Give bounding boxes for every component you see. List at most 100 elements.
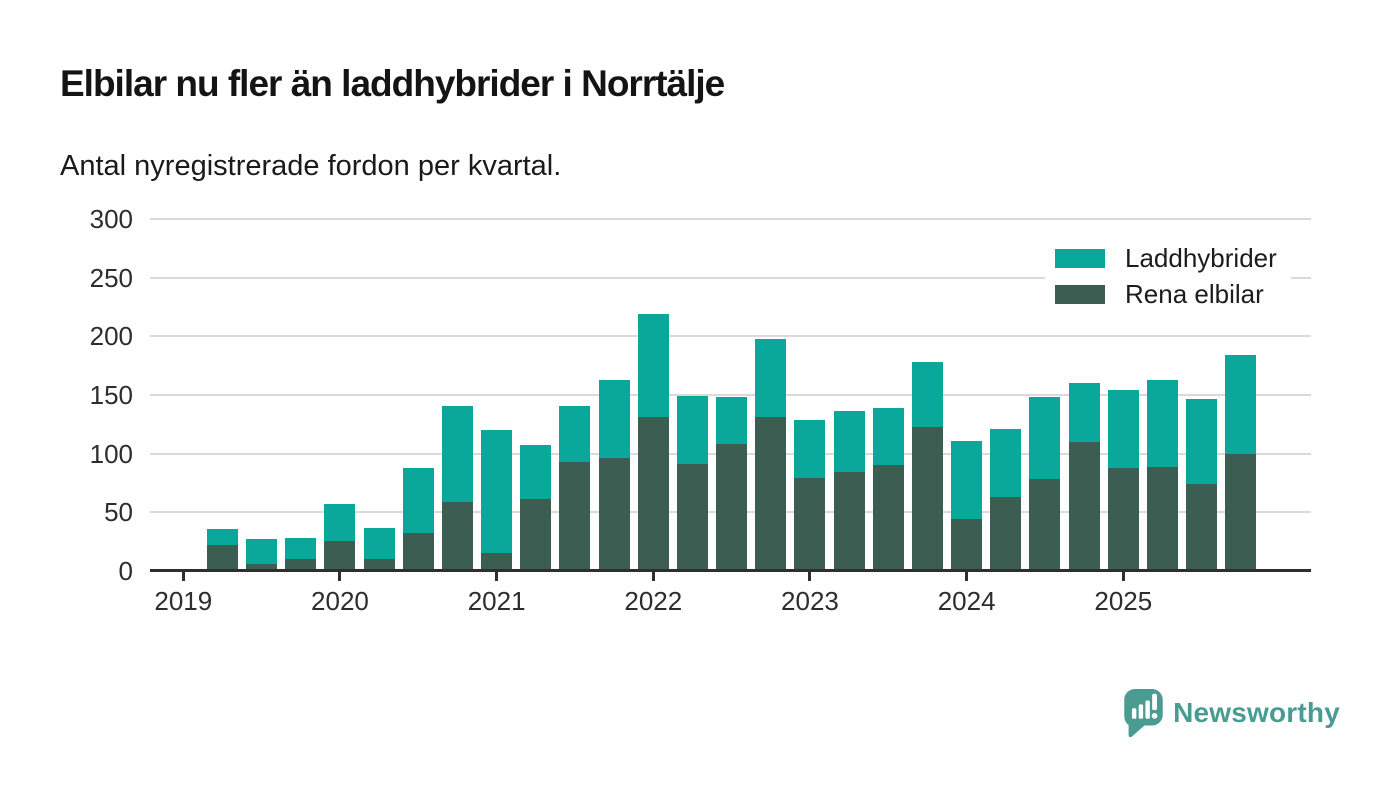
bar-segment-laddhybrider: [911, 362, 943, 427]
bar-2024Q2: [990, 429, 1022, 571]
bar-segment-laddhybrider: [441, 405, 473, 502]
bar-segment-laddhybrider: [520, 445, 552, 500]
chart-title: Elbilar nu fler än laddhybrider i Norrtä…: [60, 63, 725, 104]
bar-segment-rena-elbilar: [1068, 441, 1100, 571]
x-axis-tick: [1121, 572, 1125, 581]
bar-segment-laddhybrider: [324, 504, 356, 541]
bar-segment-rena-elbilar: [951, 519, 983, 571]
x-axis-tick-label: 2019: [154, 586, 213, 616]
x-axis-tick: [808, 572, 812, 581]
bar-segment-laddhybrider: [559, 405, 591, 462]
bar-2019Q3: [246, 539, 278, 571]
y-axis-tick-label: 100: [89, 438, 133, 469]
bar-2025Q1: [1107, 390, 1139, 571]
bar-2019Q2: [206, 528, 238, 571]
bar-2025Q3: [1186, 398, 1218, 571]
x-axis-tick-label: 2024: [937, 586, 996, 616]
bar-2024Q4: [1068, 383, 1100, 571]
bar-2020Q4: [441, 405, 473, 571]
bar-segment-laddhybrider: [833, 411, 865, 473]
bar-segment-rena-elbilar: [285, 559, 317, 571]
y-axis-tick-label: 200: [89, 321, 133, 352]
newsworthy-speech-bubble-chart-icon: [1124, 688, 1163, 738]
bar-segment-laddhybrider: [990, 429, 1022, 498]
bar-segment-rena-elbilar: [598, 458, 630, 571]
bar-segment-rena-elbilar: [637, 417, 669, 571]
x-axis-tick: [338, 572, 342, 581]
bar-segment-laddhybrider: [1029, 397, 1061, 480]
bar-segment-laddhybrider: [1225, 355, 1257, 454]
bar-2022Q3: [716, 397, 748, 571]
bar-segment-rena-elbilar: [363, 559, 395, 571]
bar-segment-rena-elbilar: [1186, 484, 1218, 571]
bar-segment-laddhybrider: [676, 396, 708, 465]
bar-2021Q2: [520, 445, 552, 571]
bar-segment-laddhybrider: [206, 528, 238, 546]
bar-segment-laddhybrider: [363, 527, 395, 560]
bar-2021Q1: [481, 430, 513, 571]
legend: Laddhybrider Rena elbilar: [1045, 236, 1291, 316]
legend-item-laddhybrider: Laddhybrider: [1055, 242, 1277, 273]
y-axis-tick-label: 50: [104, 497, 133, 528]
legend-swatch-laddhybrider: [1055, 248, 1105, 268]
plot-area: [150, 218, 1311, 581]
bar-segment-rena-elbilar: [833, 472, 865, 571]
bar-2022Q1: [637, 314, 669, 571]
bar-2023Q3: [872, 407, 904, 571]
bar-2020Q2: [363, 527, 395, 571]
bar-2023Q4: [911, 362, 943, 571]
x-axis-tick: [965, 572, 969, 581]
x-axis-tick-label: 2020: [311, 586, 369, 616]
gridline-250: [150, 276, 1311, 279]
bar-segment-laddhybrider: [755, 338, 787, 418]
x-axis-tick-label: 2023: [781, 586, 839, 616]
bar-segment-rena-elbilar: [441, 501, 473, 571]
x-axis-tick: [651, 572, 655, 581]
bar-2021Q4: [598, 379, 630, 571]
bar-segment-laddhybrider: [598, 379, 630, 459]
bar-segment-rena-elbilar: [794, 478, 826, 571]
bar-segment-rena-elbilar: [206, 545, 238, 571]
bar-segment-rena-elbilar: [520, 499, 552, 571]
bar-segment-laddhybrider: [1068, 383, 1100, 442]
x-axis-tick-label: 2021: [467, 586, 526, 616]
bar-segment-laddhybrider: [951, 440, 983, 520]
bar-segment-rena-elbilar: [1146, 466, 1178, 571]
bar-segment-laddhybrider: [872, 407, 904, 466]
bar-2022Q2: [676, 396, 708, 571]
y-axis-tick-label: 0: [118, 556, 133, 586]
bar-2025Q2: [1146, 379, 1178, 571]
bar-segment-rena-elbilar: [1107, 467, 1139, 571]
y-axis-tick-label: 150: [89, 380, 133, 410]
bar-segment-rena-elbilar: [481, 553, 513, 571]
bar-2024Q1: [951, 440, 983, 571]
bar-2020Q1: [324, 504, 356, 571]
chart-subtitle: Antal nyregistrerade fordon per kvartal.: [60, 150, 562, 182]
x-axis-tick-label: 2025: [1094, 586, 1153, 616]
bar-segment-laddhybrider: [246, 539, 278, 564]
bar-segment-laddhybrider: [1186, 398, 1218, 485]
bar-segment-rena-elbilar: [755, 417, 787, 571]
bar-segment-rena-elbilar: [990, 497, 1022, 571]
newsworthy-logo: Newsworthy: [1124, 688, 1340, 738]
y-axis-tick-label: 300: [89, 204, 133, 234]
legend-label-rena-elbilar: Rena elbilar: [1125, 278, 1264, 309]
bar-segment-laddhybrider: [1107, 390, 1139, 468]
bar-segment-rena-elbilar: [872, 465, 904, 571]
y-axis-tick-label: 250: [89, 262, 133, 293]
legend-label-laddhybrider: Laddhybrider: [1125, 242, 1277, 273]
bar-segment-laddhybrider: [481, 430, 513, 554]
bar-segment-laddhybrider: [637, 314, 669, 418]
bar-2019Q4: [285, 538, 317, 571]
x-axis-tick: [495, 572, 499, 581]
bar-segment-laddhybrider: [794, 419, 826, 479]
bar-segment-rena-elbilar: [1225, 453, 1257, 571]
bar-segment-rena-elbilar: [402, 533, 434, 571]
x-axis-tick: [181, 572, 185, 581]
bar-segment-laddhybrider: [402, 467, 434, 534]
x-axis-tick-label: 2022: [624, 586, 683, 616]
gridline-300: [150, 218, 1311, 220]
bar-2020Q3: [402, 467, 434, 571]
bar-segment-rena-elbilar: [246, 563, 278, 571]
